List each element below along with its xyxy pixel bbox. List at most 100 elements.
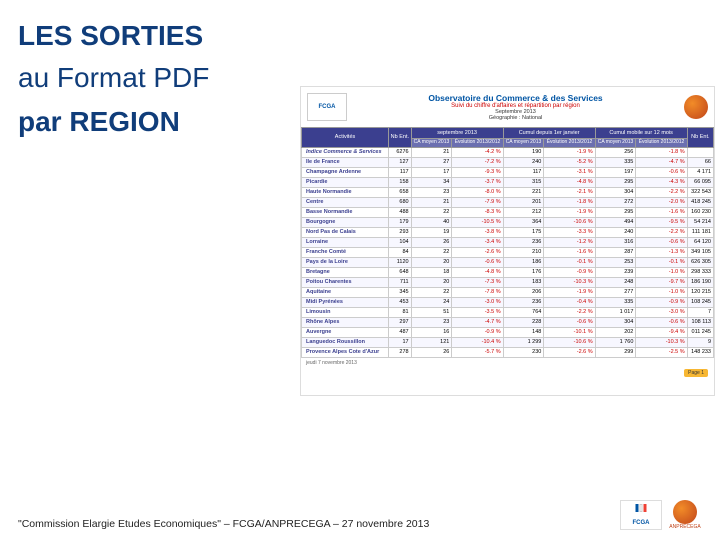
cell: 21 <box>411 197 452 207</box>
cell: 295 <box>595 207 636 217</box>
cell: 179 <box>389 217 412 227</box>
col-cumul1: Cumul depuis 1er janvier <box>503 128 595 139</box>
cell: 418 245 <box>687 197 713 207</box>
cell: 648 <box>389 267 412 277</box>
table-row: Provence Alpes Cote d'Azur27826-5.7 %230… <box>302 347 714 357</box>
cell: 190 <box>503 147 544 157</box>
cell: 626 305 <box>687 257 713 267</box>
cell: -0.6 % <box>544 317 595 327</box>
row-label: Provence Alpes Cote d'Azur <box>302 347 389 357</box>
cell: -1.0 % <box>636 287 687 297</box>
cell: 54 214 <box>687 217 713 227</box>
table-row: Picardie15834-3.7 %315-4.8 %295-4.3 %66 … <box>302 177 714 187</box>
cell: 117 <box>389 167 412 177</box>
cell: 148 233 <box>687 347 713 357</box>
row-label: Poitou Charentes <box>302 277 389 287</box>
row-label: Picardie <box>302 177 389 187</box>
cell: 256 <box>595 147 636 157</box>
cell: 364 <box>503 217 544 227</box>
cell: -1.9 % <box>544 287 595 297</box>
cell: 658 <box>389 187 412 197</box>
cell: 335 <box>595 297 636 307</box>
cell: 22 <box>411 287 452 297</box>
cell: 158 <box>389 177 412 187</box>
cell: 66 <box>687 157 713 167</box>
cell: -2.6 % <box>452 247 503 257</box>
table-geo: Géographie : National <box>347 115 684 121</box>
cell: 011 245 <box>687 327 713 337</box>
cell: -10.3 % <box>544 277 595 287</box>
cell: 453 <box>389 297 412 307</box>
footer-text: "Commission Elargie Etudes Economiques" … <box>18 518 429 530</box>
cell: 240 <box>595 227 636 237</box>
cell: -0.1 % <box>544 257 595 267</box>
cell: 24 <box>411 297 452 307</box>
sub-ev1: Évolution 2013/2012 <box>452 139 503 148</box>
cell: 160 230 <box>687 207 713 217</box>
cell: 23 <box>411 187 452 197</box>
cell: 304 <box>595 317 636 327</box>
cell: -9.4 % <box>636 327 687 337</box>
row-label: Auvergne <box>302 327 389 337</box>
cell: -1.9 % <box>544 207 595 217</box>
cell: -0.9 % <box>452 327 503 337</box>
cell: 127 <box>389 157 412 167</box>
cell: 81 <box>389 307 412 317</box>
table-row: Haute Normandie65823-8.0 %221-2.1 %304-2… <box>302 187 714 197</box>
cell: -10.5 % <box>452 217 503 227</box>
cell: 253 <box>595 257 636 267</box>
row-label: Basse Normandie <box>302 207 389 217</box>
cell: -2.0 % <box>636 197 687 207</box>
cell: -9.3 % <box>452 167 503 177</box>
cell: -5.7 % <box>452 347 503 357</box>
table-footer-date: jeudi 7 novembre 2013 <box>301 358 714 368</box>
sub-ca1: CA moyen 2013 <box>411 139 452 148</box>
cell: -10.4 % <box>452 337 503 347</box>
cell: -0.6 % <box>636 317 687 327</box>
row-label: Lorraine <box>302 237 389 247</box>
cell: 287 <box>595 247 636 257</box>
cell: 108 245 <box>687 297 713 307</box>
table-row: Bourgogne17940-10.5 %364-10.6 %494-9.5 %… <box>302 217 714 227</box>
cell: -10.6 % <box>544 217 595 227</box>
sub-ev2: Évolution 2013/2012 <box>544 139 595 148</box>
cell: 1 299 <box>503 337 544 347</box>
table-row: Rhône Alpes29723-4.7 %228-0.6 %304-0.6 %… <box>302 317 714 327</box>
cell: 680 <box>389 197 412 207</box>
cell: 6276 <box>389 147 412 157</box>
table-title-block: Observatoire du Commerce & des Services … <box>347 93 684 121</box>
cell: -5.2 % <box>544 157 595 167</box>
row-label: Bretagne <box>302 267 389 277</box>
col-cumul12: Cumul mobile sur 12 mois <box>595 128 687 139</box>
cell: 9 <box>687 337 713 347</box>
cell: -3.7 % <box>452 177 503 187</box>
cell: 228 <box>503 317 544 327</box>
table-row: Limousin8151-3.5 %764-2.2 %1 017-3.0 %7 <box>302 307 714 317</box>
cell: -0.6 % <box>636 237 687 247</box>
cell: 248 <box>595 277 636 287</box>
cell: 40 <box>411 217 452 227</box>
cell: 66 095 <box>687 177 713 187</box>
cell: -1.3 % <box>636 247 687 257</box>
cell: 26 <box>411 237 452 247</box>
cell: 277 <box>595 287 636 297</box>
cell: -3.3 % <box>544 227 595 237</box>
cell: -3.0 % <box>452 297 503 307</box>
table-row: Auvergne48716-0.9 %148-10.1 %202-9.4 %01… <box>302 327 714 337</box>
cell: 764 <box>503 307 544 317</box>
table-row: Indice Commerce & Services627621-4.2 %19… <box>302 147 714 157</box>
col-activites: Activités <box>302 128 389 148</box>
cell: -1.8 % <box>636 147 687 157</box>
cell: -0.9 % <box>636 297 687 307</box>
cell: -3.5 % <box>452 307 503 317</box>
cell: 202 <box>595 327 636 337</box>
cell: 186 <box>503 257 544 267</box>
table-row: Basse Normandie48822-8.3 %212-1.9 %295-1… <box>302 207 714 217</box>
cell: 84 <box>389 247 412 257</box>
cell: 1 017 <box>595 307 636 317</box>
cell: -0.6 % <box>452 257 503 267</box>
cell: 298 333 <box>687 267 713 277</box>
cell: 17 <box>389 337 412 347</box>
cell: 51 <box>411 307 452 317</box>
cell: -3.4 % <box>452 237 503 247</box>
